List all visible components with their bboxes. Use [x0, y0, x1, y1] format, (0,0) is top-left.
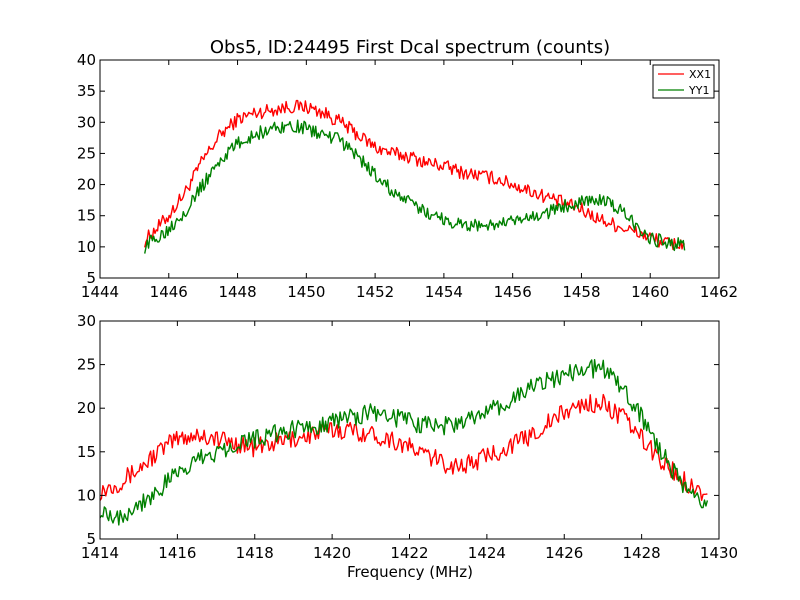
series-lines-top — [144, 99, 686, 254]
series-line-xx1-top — [144, 99, 686, 251]
x-tick-label: 1424 — [468, 544, 506, 562]
bottom-panel: 1414 1416 1418 1420 1422 1424 1426 1428 1430 5 10 1… — [77, 312, 738, 581]
x-tick-label: 1418 — [236, 544, 274, 562]
chart-title: Obs5, ID:24495 First Dcal spectrum (coun… — [210, 37, 610, 58]
y-tick-label: 5 — [86, 530, 96, 548]
series-lines-bottom — [99, 359, 709, 526]
x-tick-label: 1460 — [631, 283, 669, 301]
x-tick-label: 1462 — [700, 283, 738, 301]
y-tick-label: 40 — [77, 51, 96, 69]
y-tick-label: 10 — [77, 238, 96, 256]
y-tick-label: 25 — [77, 356, 96, 374]
y-tick-label: 10 — [77, 486, 96, 504]
y-tick-label: 30 — [77, 113, 96, 131]
legend: XX1 YY1 — [652, 64, 715, 99]
y-tick-label: 35 — [77, 82, 96, 100]
x-tick-label: 1448 — [218, 283, 256, 301]
axis-ticks-top: 1444 1446 1448 1450 1452 1454 1456 1458 1460 1462… — [77, 51, 738, 301]
x-tick-label: 1444 — [81, 283, 119, 301]
x-tick-label: 1428 — [623, 544, 661, 562]
y-tick-label: 25 — [77, 144, 96, 162]
x-tick-label: 1426 — [545, 544, 583, 562]
y-tick-label: 20 — [77, 176, 96, 194]
legend-label-yy1: YY1 — [688, 84, 709, 97]
axis-ticks-bottom: 1414 1416 1418 1420 1422 1424 1426 1428 1430 5 10 1… — [77, 312, 738, 562]
x-axis-label: Frequency (MHz) — [347, 563, 473, 581]
x-tick-label: 1430 — [700, 544, 738, 562]
x-tick-label: 1456 — [494, 283, 532, 301]
series-line-yy1-top — [144, 119, 686, 254]
x-tick-label: 1452 — [356, 283, 394, 301]
y-tick-label: 5 — [86, 269, 96, 287]
plot-frame-bottom — [99, 320, 720, 540]
y-tick-label: 15 — [77, 207, 96, 225]
x-tick-label: 1450 — [287, 283, 325, 301]
x-tick-label: 1446 — [150, 283, 188, 301]
legend-box — [652, 64, 715, 99]
series-line-yy1-bottom — [99, 359, 709, 526]
plot-area-bottom — [100, 321, 719, 539]
x-tick-label: 1416 — [158, 544, 196, 562]
x-tick-label: 1458 — [562, 283, 600, 301]
x-tick-label: 1422 — [390, 544, 428, 562]
legend-label-xx1: XX1 — [689, 68, 711, 81]
plot-area-top — [100, 60, 719, 278]
top-panel: Obs5, ID:24495 First Dcal spectrum (coun… — [77, 37, 738, 301]
plot-frame-top — [99, 59, 720, 279]
x-tick-label: 1414 — [81, 544, 119, 562]
y-tick-label: 15 — [77, 443, 96, 461]
x-tick-label: 1420 — [313, 544, 351, 562]
x-tick-label: 1454 — [425, 283, 463, 301]
y-tick-label: 30 — [77, 312, 96, 330]
series-line-xx1-bottom — [99, 393, 708, 502]
y-tick-label: 20 — [77, 399, 96, 417]
